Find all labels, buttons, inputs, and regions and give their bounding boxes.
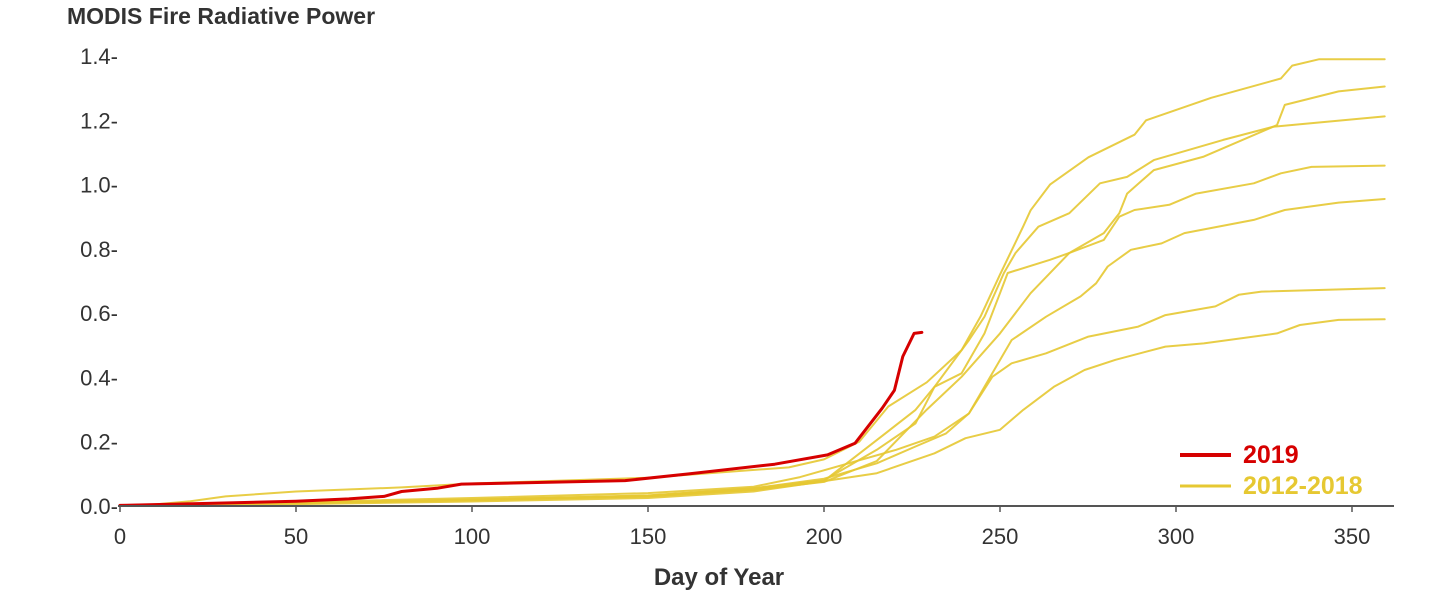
y-tick-label: 0.8- — [80, 237, 118, 262]
y-tick-label: 0.4- — [80, 365, 118, 390]
x-axis-ticks: 0 50 100 150 200 250 300 350 — [114, 506, 1370, 549]
series-line-2012-2018-f — [119, 287, 1386, 507]
y-tick-label: 0.0- — [80, 494, 118, 519]
y-tick-label: 1.2- — [80, 108, 118, 133]
y-axis-ticks: 0.0- 0.2- 0.4- 0.6- 0.8- 1.0- 1.2- 1.4- — [80, 44, 118, 519]
x-axis-label: Day of Year — [654, 564, 784, 591]
y-tick-label: 1.4- — [80, 44, 118, 69]
y-tick-label: 1.0- — [80, 173, 118, 198]
series-line-2012-2018-a — [119, 58, 1386, 507]
series-line-2012-2018-c — [119, 115, 1386, 507]
y-tick-label: 0.6- — [80, 301, 118, 326]
x-tick-label: 50 — [284, 524, 308, 549]
x-tick-label: 100 — [454, 524, 491, 549]
series-line-2012-2018-e — [119, 198, 1386, 507]
x-tick-label: 0 — [114, 524, 126, 549]
x-tick-label: 350 — [1334, 524, 1371, 549]
y-tick-label: 0.2- — [80, 430, 118, 455]
x-tick-label: 300 — [1158, 524, 1195, 549]
series-line-2019 — [118, 330, 924, 507]
series-lines — [118, 58, 1386, 507]
series-line-2012-2018-b — [119, 85, 1386, 507]
chart-title: MODIS Fire Radiative Power — [67, 3, 375, 29]
series-line-2012-2018-g — [119, 318, 1386, 507]
legend: 2019 2012-2018 — [1180, 441, 1363, 500]
legend-label-2019: 2019 — [1243, 441, 1299, 469]
series-line-2012-2018-d — [119, 164, 1386, 507]
legend-label-2012-2018: 2012-2018 — [1243, 472, 1363, 500]
x-tick-label: 250 — [982, 524, 1019, 549]
x-tick-label: 150 — [630, 524, 667, 549]
x-tick-label: 200 — [806, 524, 843, 549]
